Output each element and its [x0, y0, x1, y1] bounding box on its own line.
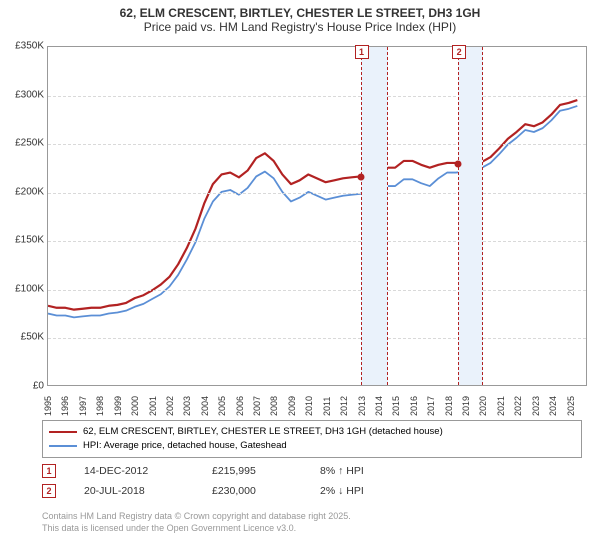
y-axis-label: £0 [2, 381, 44, 392]
footnote-line-2: This data is licensed under the Open Gov… [42, 522, 351, 534]
x-axis-tick: 1997 [78, 396, 88, 416]
x-axis-tick: 1995 [43, 396, 53, 416]
y-axis-label: £150K [2, 235, 44, 246]
x-axis-tick: 2004 [200, 396, 210, 416]
legend-swatch-hpi [49, 445, 77, 447]
event-marker-2: 2 [42, 484, 56, 498]
legend-row-price-paid: 62, ELM CRESCENT, BIRTLEY, CHESTER LE ST… [49, 425, 575, 439]
y-axis-label: £350K [2, 41, 44, 52]
legend-swatch-price-paid [49, 431, 77, 433]
x-axis-tick: 2017 [426, 396, 436, 416]
x-axis-tick: 2025 [566, 396, 576, 416]
sale-period-shade [458, 47, 483, 385]
event-delta-2: 2% ↓ HPI [320, 485, 400, 497]
x-axis-tick: 2022 [513, 396, 523, 416]
footnote-line-1: Contains HM Land Registry data © Crown c… [42, 510, 351, 522]
x-axis-tick: 2015 [391, 396, 401, 416]
event-date-1: 14-DEC-2012 [84, 465, 184, 477]
x-axis-tick: 2001 [148, 396, 158, 416]
x-axis-tick: 2024 [548, 396, 558, 416]
chart-lines [48, 47, 586, 385]
x-axis-labels: 1995199619971998199920002001200220032004… [47, 388, 587, 408]
legend-row-hpi: HPI: Average price, detached house, Gate… [49, 439, 575, 453]
x-axis-tick: 2012 [339, 396, 349, 416]
x-axis-tick: 2002 [165, 396, 175, 416]
x-axis-tick: 2013 [357, 396, 367, 416]
sale-dot [455, 160, 462, 167]
chart-subtitle: Price paid vs. HM Land Registry's House … [0, 20, 600, 34]
x-axis-tick: 1996 [60, 396, 70, 416]
legend-label-hpi: HPI: Average price, detached house, Gate… [83, 439, 287, 453]
x-axis-tick: 2021 [496, 396, 506, 416]
sale-period-shade [361, 47, 388, 385]
x-axis-tick: 2005 [217, 396, 227, 416]
chart-plot: 12 [47, 46, 587, 386]
event-marker-1: 1 [42, 464, 56, 478]
x-axis-tick: 2010 [304, 396, 314, 416]
y-axis-label: £50K [2, 332, 44, 343]
x-axis-tick: 2008 [269, 396, 279, 416]
sale-dot [357, 174, 364, 181]
x-axis-tick: 2003 [182, 396, 192, 416]
x-axis-tick: 2016 [409, 396, 419, 416]
legend-label-price-paid: 62, ELM CRESCENT, BIRTLEY, CHESTER LE ST… [83, 425, 443, 439]
footnote: Contains HM Land Registry data © Crown c… [42, 510, 351, 534]
y-axis-label: £100K [2, 283, 44, 294]
event-price-1: £215,995 [212, 465, 292, 477]
x-axis-tick: 1999 [113, 396, 123, 416]
chart-marker-1: 1 [355, 45, 369, 59]
x-axis-tick: 1998 [95, 396, 105, 416]
x-axis-tick: 2009 [287, 396, 297, 416]
chart-marker-2: 2 [452, 45, 466, 59]
sale-event-1: 1 14-DEC-2012 £215,995 8% ↑ HPI [42, 464, 400, 478]
y-axis-label: £300K [2, 89, 44, 100]
x-axis-tick: 2011 [322, 397, 332, 416]
sale-events: 1 14-DEC-2012 £215,995 8% ↑ HPI 2 20-JUL… [42, 458, 400, 498]
event-date-2: 20-JUL-2018 [84, 485, 184, 497]
x-axis-tick: 2018 [444, 396, 454, 416]
chart-title-address: 62, ELM CRESCENT, BIRTLEY, CHESTER LE ST… [0, 6, 600, 20]
x-axis-tick: 2000 [130, 396, 140, 416]
event-delta-1: 8% ↑ HPI [320, 465, 400, 477]
event-price-2: £230,000 [212, 485, 292, 497]
sale-event-2: 2 20-JUL-2018 £230,000 2% ↓ HPI [42, 484, 400, 498]
x-axis-tick: 2006 [235, 396, 245, 416]
y-axis-label: £250K [2, 138, 44, 149]
x-axis-tick: 2019 [461, 396, 471, 416]
x-axis-tick: 2020 [478, 396, 488, 416]
chart-legend: 62, ELM CRESCENT, BIRTLEY, CHESTER LE ST… [42, 420, 582, 458]
x-axis-tick: 2014 [374, 396, 384, 416]
chart-area: 12 1995199619971998199920002001200220032… [5, 38, 595, 408]
series-line-hpi [48, 106, 577, 317]
series-line-price_paid [48, 100, 577, 310]
x-axis-tick: 2007 [252, 396, 262, 416]
x-axis-tick: 2023 [531, 396, 541, 416]
y-axis-label: £200K [2, 186, 44, 197]
